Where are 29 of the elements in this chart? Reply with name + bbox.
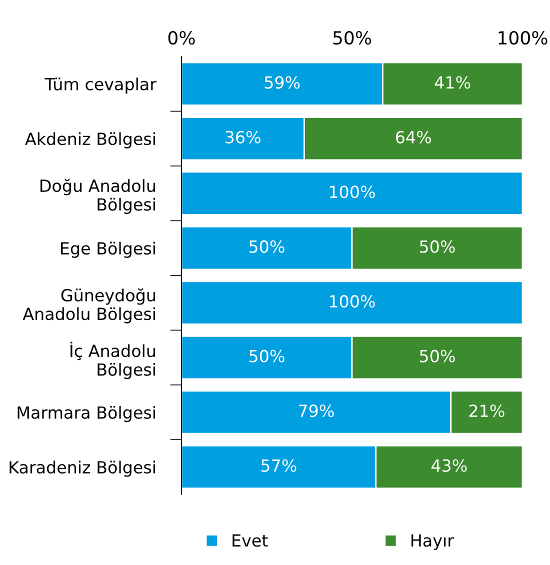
data-label: 36% xyxy=(226,130,260,144)
y-tick-label: Karadeniz Bölgesi xyxy=(10,460,155,477)
data-label: 41% xyxy=(434,76,470,89)
data-label: 21% xyxy=(469,404,504,418)
y-tick-label: Doğu Anadolu Bölgesi xyxy=(40,178,155,214)
x-tick-label: 100% xyxy=(498,31,548,45)
data-label: 43% xyxy=(431,459,467,472)
data-label: 100% xyxy=(330,186,375,198)
data-label: 100% xyxy=(330,295,375,308)
y-tick-label: İç Anadolu Bölgesi xyxy=(70,342,155,380)
legend-label: Hayır xyxy=(412,534,454,550)
data-label: 50% xyxy=(420,240,455,253)
data-label: 50% xyxy=(250,350,284,362)
y-tick-label: Ege Bölgesi xyxy=(61,242,155,258)
legend-label: Evet xyxy=(232,534,268,547)
bar xyxy=(182,280,522,325)
y-tick-label: Tüm cevaplar xyxy=(44,78,156,94)
y-tick-label: Güneydoğu Anadolu Bölgesi xyxy=(22,288,155,324)
data-label: 57% xyxy=(261,459,296,472)
y-tick-label: Akdeniz Bölgesi xyxy=(25,132,155,148)
data-label: 59% xyxy=(264,76,300,89)
data-label: 79% xyxy=(299,404,334,418)
data-label: 64% xyxy=(396,130,431,144)
x-tick-label: 0% xyxy=(168,31,195,45)
data-label: 50% xyxy=(420,350,455,362)
bar xyxy=(182,171,522,216)
x-tick-label: 50% xyxy=(333,31,372,45)
data-label: 50% xyxy=(250,240,284,253)
y-tick-label: Marmara Bölgesi xyxy=(18,406,155,422)
